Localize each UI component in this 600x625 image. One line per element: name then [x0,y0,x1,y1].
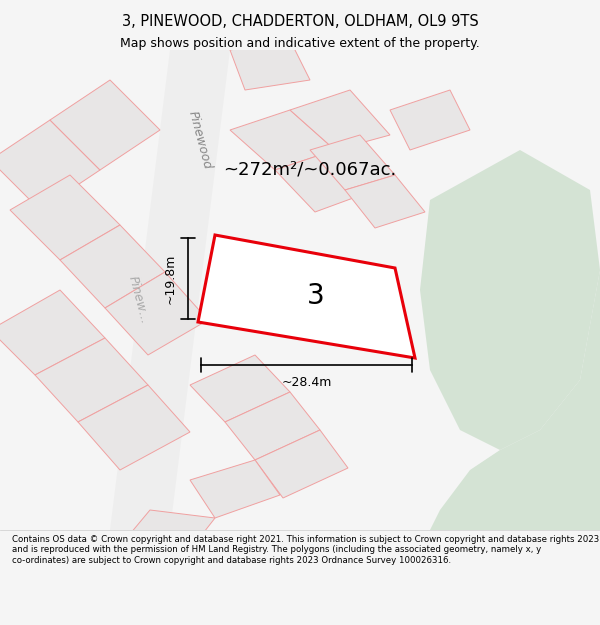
Polygon shape [0,290,105,375]
Polygon shape [105,272,208,355]
Polygon shape [190,460,280,518]
Polygon shape [35,338,148,422]
Text: Contains OS data © Crown copyright and database right 2021. This information is : Contains OS data © Crown copyright and d… [12,535,599,564]
Polygon shape [10,175,120,260]
Polygon shape [110,50,230,530]
Polygon shape [420,150,600,450]
Polygon shape [290,90,390,150]
Polygon shape [190,355,290,422]
Polygon shape [275,150,375,212]
Polygon shape [390,90,470,150]
Polygon shape [0,120,100,210]
Polygon shape [50,80,160,170]
Polygon shape [310,135,395,190]
Text: 3, PINEWOOD, CHADDERTON, OLDHAM, OL9 9TS: 3, PINEWOOD, CHADDERTON, OLDHAM, OL9 9TS [122,14,478,29]
Text: ~19.8m: ~19.8m [163,253,176,304]
Polygon shape [230,110,335,170]
Polygon shape [225,392,320,460]
Text: ~272m²/~0.067ac.: ~272m²/~0.067ac. [223,161,397,179]
Polygon shape [430,270,600,530]
Text: Map shows position and indicative extent of the property.: Map shows position and indicative extent… [120,38,480,51]
Text: ~28.4m: ~28.4m [281,376,332,389]
Polygon shape [345,175,425,228]
Text: 3: 3 [307,282,325,310]
Polygon shape [78,385,190,470]
Text: Pinewood: Pinewood [186,109,214,171]
Polygon shape [255,430,348,498]
Polygon shape [198,235,415,358]
Polygon shape [60,225,165,308]
Polygon shape [230,40,310,90]
Text: Pinew…: Pinew… [125,274,151,326]
Polygon shape [125,510,215,550]
